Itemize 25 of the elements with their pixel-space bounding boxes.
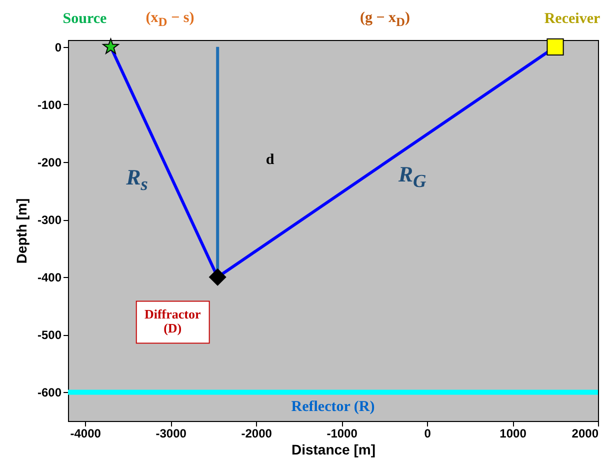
- x-tick-label: 2000: [572, 426, 599, 440]
- y-axis-title: Depth [m]: [13, 198, 30, 264]
- x-tick-label: 0: [424, 426, 432, 440]
- annotation: R$_{s}$: [126, 164, 148, 194]
- annotation: R$_{G}$: [398, 162, 426, 192]
- annotation: Diffractor (D): [135, 300, 210, 344]
- annotation: d: [266, 152, 274, 168]
- text: (g − x$_{D}$): [360, 10, 410, 30]
- x-axis-title: Distance [m]: [291, 442, 376, 458]
- x-tick-label: -3000: [156, 426, 187, 440]
- y-tick-label: -100: [37, 98, 62, 112]
- x-tick-label: 1000: [500, 426, 527, 440]
- y-tick-label: 0: [54, 40, 62, 54]
- y-tick-label: -300: [37, 213, 62, 228]
- x-tick-label: -2000: [241, 426, 272, 440]
- annotation: Receiver: [544, 10, 600, 28]
- y-tick-label: -400: [37, 270, 62, 285]
- ref-line-label: Reflector (R): [291, 399, 375, 416]
- x-tick-label: -4000: [70, 426, 102, 440]
- x-tick-label: -1000: [326, 426, 358, 440]
- y-tick-label: -200: [37, 156, 62, 170]
- annotation: Source: [62, 10, 107, 28]
- y-tick-label: -600: [37, 386, 62, 400]
- text: (x$_{D}$ − s): [146, 10, 194, 30]
- y-tick-label: -500: [37, 328, 62, 342]
